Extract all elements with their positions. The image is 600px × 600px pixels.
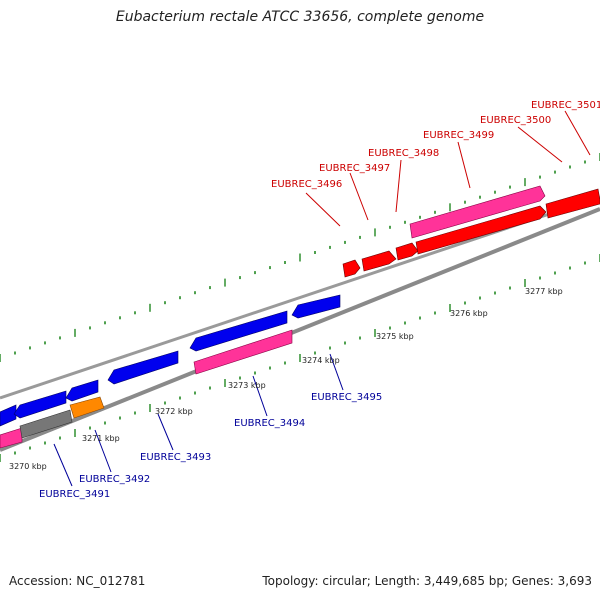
gene-label[interactable]: EUBREC_3495 [311, 392, 382, 403]
gene-reverse[interactable] [65, 379, 99, 402]
gene-forward[interactable] [395, 242, 419, 261]
scale-label: 3274 kbp [302, 356, 340, 365]
scale-label: 3276 kbp [450, 309, 488, 318]
map-title: Eubacterium rectale ATCC 33656, complete… [115, 9, 485, 25]
scale-label: 3277 kbp [525, 287, 563, 296]
gene-label[interactable]: EUBREC_3500 [480, 115, 551, 126]
gene-label[interactable]: EUBREC_3498 [368, 148, 439, 159]
lower-tick-track [0, 254, 600, 462]
gene-label[interactable]: EUBREC_3493 [140, 452, 211, 463]
gene-rna[interactable] [193, 329, 293, 375]
label-leaders [53, 110, 591, 487]
upper-gene-labels: EUBREC_3496 EUBREC_3497 EUBREC_3498 EUBR… [271, 100, 600, 190]
gene-label[interactable]: EUBREC_3492 [79, 474, 150, 485]
genome-summary-text: Topology: circular; Length: 3,449,685 bp… [262, 574, 592, 588]
gene-rna[interactable] [409, 185, 546, 239]
accession-text: Accession: NC_012781 [9, 574, 146, 588]
gene-label[interactable]: EUBREC_3494 [234, 418, 305, 429]
scale-label: 3275 kbp [376, 332, 414, 341]
gene-label[interactable]: EUBREC_3501 [531, 100, 600, 111]
gene-reverse[interactable] [291, 294, 341, 319]
scale-label: 3273 kbp [228, 381, 266, 390]
gene-label[interactable]: EUBREC_3499 [423, 130, 494, 141]
scale-labels: 3270 kbp 3271 kbp 3272 kbp 3273 kbp 3274… [9, 287, 563, 471]
gene-label[interactable]: EUBREC_3491 [39, 489, 110, 500]
gene-reverse[interactable] [0, 404, 17, 427]
scale-label: 3271 kbp [82, 434, 120, 443]
gene-label[interactable]: EUBREC_3497 [319, 163, 390, 174]
gene-misc[interactable] [69, 396, 105, 419]
scale-label: 3272 kbp [155, 407, 193, 416]
gene-reverse[interactable] [189, 310, 288, 352]
upper-tick-track [0, 153, 600, 362]
lower-gene-labels: EUBREC_3491 EUBREC_3492 EUBREC_3493 EUBR… [39, 392, 382, 500]
scale-label: 3270 kbp [9, 462, 47, 471]
gene-reverse[interactable] [107, 350, 179, 385]
gene-label[interactable]: EUBREC_3496 [271, 179, 342, 190]
gene-forward[interactable] [361, 250, 397, 272]
gene-misc[interactable] [19, 409, 73, 439]
gene-reverse[interactable] [13, 390, 67, 419]
gene-forward[interactable] [415, 205, 547, 255]
gene-rna[interactable] [0, 427, 23, 449]
genes [0, 185, 600, 449]
gene-forward[interactable] [342, 259, 361, 278]
gene-forward[interactable] [545, 188, 600, 219]
